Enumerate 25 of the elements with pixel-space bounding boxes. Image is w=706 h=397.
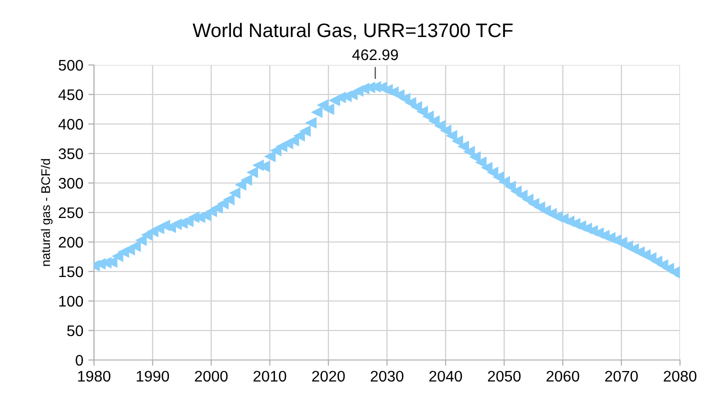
annotation: 462.99 (352, 49, 398, 60)
y-tick-label: 400 (58, 118, 83, 130)
x-tick-label: 1980 (78, 370, 110, 382)
chart-title: World Natural Gas, URR=13700 TCF (192, 22, 513, 40)
y-tick-label: 300 (58, 178, 83, 189)
y-tick-label: 100 (59, 296, 83, 307)
y-axis-title: natural gas - BCF/d (40, 159, 53, 266)
y-tick-label: 200 (58, 236, 83, 248)
y-tick-label: 250 (58, 207, 83, 218)
x-tick-label: 2010 (254, 370, 286, 382)
y-tick-label: 50 (67, 325, 83, 336)
y-tick-label: 500 (58, 60, 83, 71)
y-tick-label: 450 (58, 89, 83, 100)
x-tick-label: 2050 (488, 370, 521, 382)
x-tick-label: 2020 (312, 370, 345, 382)
x-tick-label: 1990 (136, 370, 169, 382)
x-tick-label: 2060 (546, 370, 580, 382)
y-tick-label: 0 (76, 354, 83, 366)
y-tick-label: 350 (58, 148, 83, 160)
x-tick-label: 2030 (370, 370, 404, 382)
y-tick-label: 150 (59, 266, 83, 278)
x-tick-label: 2000 (194, 370, 228, 382)
x-tick-label: 2080 (664, 370, 696, 382)
x-tick-label: 2040 (429, 370, 462, 382)
x-tick-label: 2070 (605, 370, 638, 382)
